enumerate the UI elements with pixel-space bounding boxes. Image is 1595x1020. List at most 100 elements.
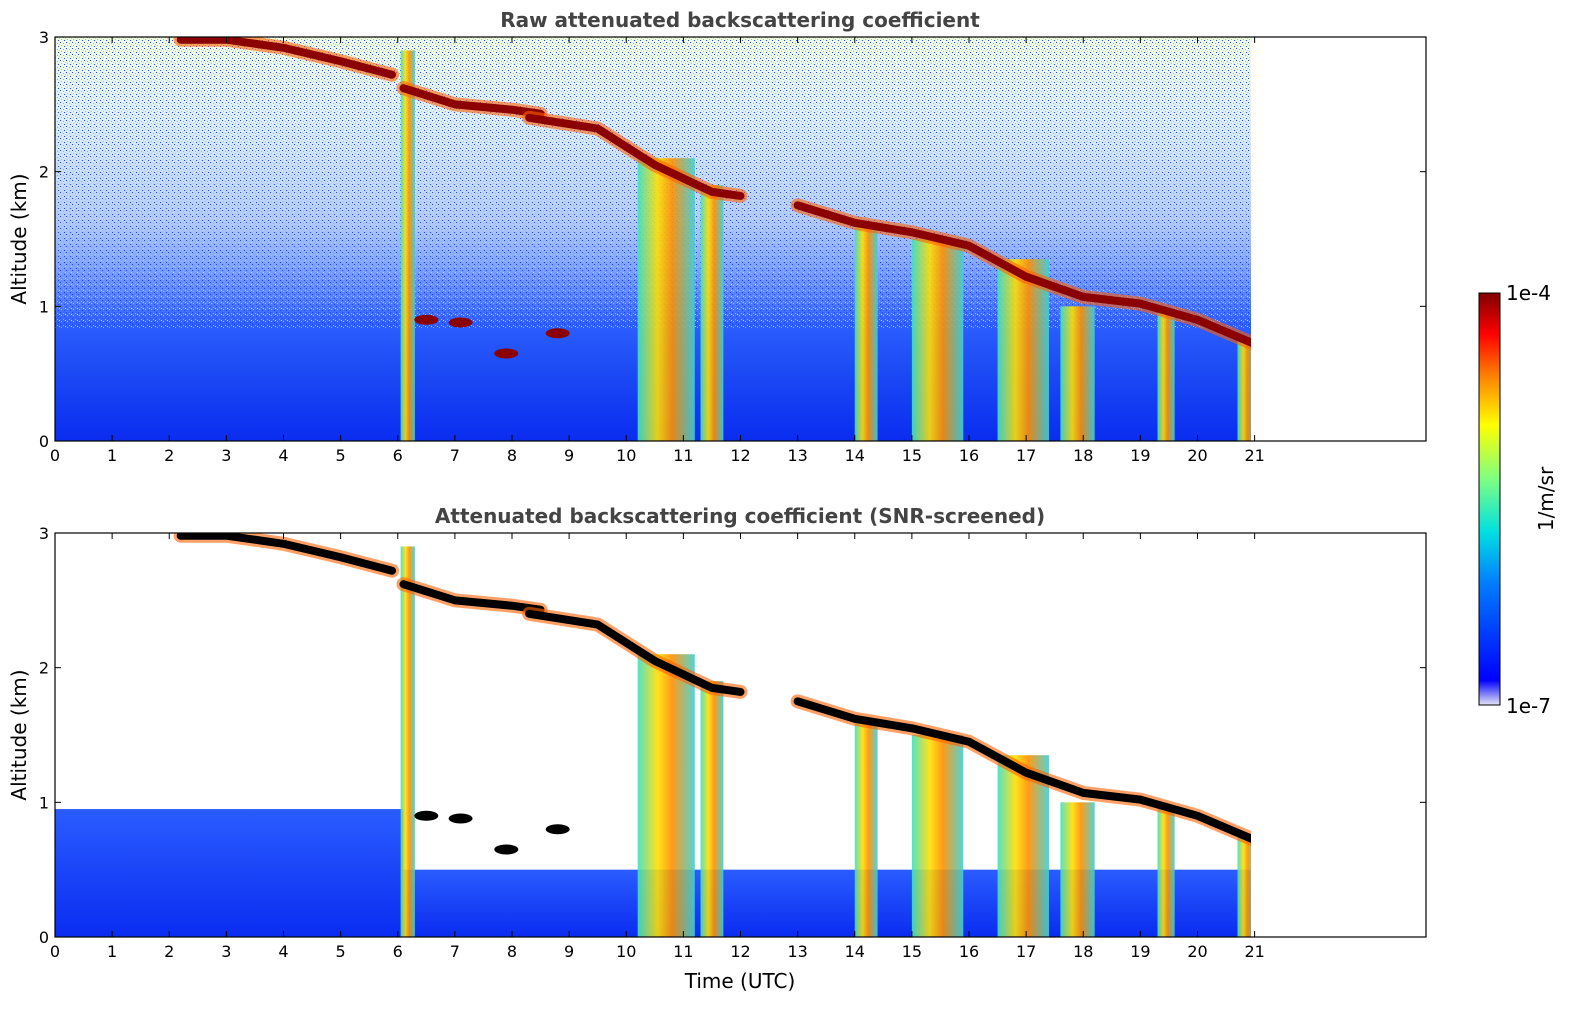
x-tick-label: 4 bbox=[278, 446, 288, 465]
x-tick-label: 0 bbox=[50, 446, 60, 465]
low-cloud-0 bbox=[414, 314, 439, 325]
x-tick-label: 20 bbox=[1187, 446, 1207, 465]
y-axis-label: Altitude (km) bbox=[7, 173, 31, 304]
x-tick-label: 9 bbox=[564, 446, 574, 465]
plot-area bbox=[55, 533, 1251, 937]
x-tick-label: 1 bbox=[107, 942, 117, 961]
y-tick-label: 1 bbox=[39, 793, 49, 812]
low-cloud-2 bbox=[494, 348, 519, 359]
x-tick-label: 16 bbox=[959, 446, 979, 465]
x-tick-label: 14 bbox=[845, 942, 865, 961]
x-tick-label: 12 bbox=[730, 446, 750, 465]
y-tick-label: 2 bbox=[39, 163, 49, 182]
y-axis-label: Altitude (km) bbox=[7, 669, 31, 800]
boundary-layer-field bbox=[403, 869, 1251, 937]
colorbar-min-label: 1e-7 bbox=[1506, 694, 1551, 718]
low-cloud-2 bbox=[494, 844, 519, 855]
x-tick-label: 2 bbox=[164, 942, 174, 961]
colorbar-max-label: 1e-4 bbox=[1506, 281, 1551, 305]
raw-backscatter-panel: Raw attenuated backscattering coefficien… bbox=[7, 8, 1427, 465]
x-tick-label: 8 bbox=[507, 446, 517, 465]
x-tick-label: 14 bbox=[845, 446, 865, 465]
cloud-layer-3 bbox=[793, 201, 1251, 347]
x-tick-label: 5 bbox=[336, 446, 346, 465]
x-tick-label: 21 bbox=[1244, 942, 1264, 961]
cloud-layer-3 bbox=[793, 697, 1251, 843]
rain-shaft-0 bbox=[400, 546, 415, 937]
x-tick-label: 1 bbox=[107, 446, 117, 465]
x-tick-label: 10 bbox=[616, 446, 636, 465]
x-tick-label: 2 bbox=[164, 446, 174, 465]
rain-shaft-2 bbox=[700, 185, 724, 441]
x-tick-label: 9 bbox=[564, 942, 574, 961]
plot-area bbox=[55, 37, 1251, 441]
y-tick-label: 3 bbox=[39, 28, 49, 47]
cloud-layer-0 bbox=[176, 37, 397, 79]
rain-shaft-4 bbox=[911, 735, 964, 937]
panel-title: Raw attenuated backscattering coefficien… bbox=[500, 8, 980, 32]
x-tick-label: 7 bbox=[450, 446, 460, 465]
rain-shaft-8 bbox=[1237, 340, 1251, 441]
rain-shaft-6 bbox=[1060, 306, 1095, 441]
colorbar: 1e-4 1e-7 1/m/sr bbox=[1478, 281, 1558, 718]
x-axis-label: Time (UTC) bbox=[684, 969, 796, 993]
x-tick-label: 3 bbox=[221, 446, 231, 465]
x-tick-label: 20 bbox=[1187, 942, 1207, 961]
rain-shaft-8 bbox=[1237, 836, 1251, 937]
x-tick-label: 5 bbox=[336, 942, 346, 961]
x-tick-label: 17 bbox=[1016, 942, 1036, 961]
y-tick-label: 1 bbox=[39, 297, 49, 316]
low-cloud-3 bbox=[545, 824, 570, 835]
x-tick-label: 19 bbox=[1130, 446, 1150, 465]
low-cloud-1 bbox=[448, 813, 473, 824]
x-tick-label: 11 bbox=[673, 942, 693, 961]
rain-shaft-5 bbox=[997, 259, 1049, 441]
y-tick-label: 2 bbox=[39, 659, 49, 678]
rain-shaft-4 bbox=[911, 239, 964, 441]
colorbar-scale bbox=[1478, 292, 1501, 706]
x-axis-ticks: 0 1 2 3 4 5 6 7 8 9 10 11 12 13 14 15 16 17 18 19 20 21 bbox=[50, 37, 1265, 465]
y-tick-label: 3 bbox=[39, 524, 49, 543]
rain-shaft-2 bbox=[700, 681, 724, 937]
rain-shaft-3 bbox=[854, 721, 878, 937]
x-tick-label: 19 bbox=[1130, 942, 1150, 961]
low-cloud-3 bbox=[545, 328, 570, 339]
y-axis-ticks: 0 1 2 3 bbox=[39, 524, 1426, 947]
rain-shaft-7 bbox=[1157, 809, 1175, 937]
x-tick-label: 7 bbox=[450, 942, 460, 961]
colorbar-unit-label: 1/m/sr bbox=[1534, 466, 1558, 531]
rain-shaft-1 bbox=[637, 654, 695, 937]
y-axis-ticks: 0 1 2 3 bbox=[39, 28, 1426, 451]
x-tick-label: 16 bbox=[959, 942, 979, 961]
x-tick-label: 18 bbox=[1073, 942, 1093, 961]
x-tick-label: 21 bbox=[1244, 446, 1264, 465]
y-tick-label: 0 bbox=[39, 432, 49, 451]
x-tick-label: 4 bbox=[278, 942, 288, 961]
x-tick-label: 17 bbox=[1016, 446, 1036, 465]
cloud-layer-2 bbox=[525, 609, 745, 696]
panel-title: Attenuated backscattering coefficient (S… bbox=[435, 504, 1045, 528]
x-tick-label: 6 bbox=[393, 942, 403, 961]
x-tick-label: 15 bbox=[902, 446, 922, 465]
rain-shaft-0 bbox=[400, 50, 415, 441]
low-cloud-0 bbox=[414, 810, 439, 821]
rain-shaft-6 bbox=[1060, 802, 1095, 937]
x-tick-label: 12 bbox=[730, 942, 750, 961]
rain-shaft-7 bbox=[1157, 313, 1175, 441]
rain-shaft-5 bbox=[997, 755, 1049, 937]
x-tick-label: 0 bbox=[50, 942, 60, 961]
rain-shaft-3 bbox=[854, 225, 878, 441]
snr-screened-backscatter-panel: Attenuated backscattering coefficient (S… bbox=[7, 504, 1427, 993]
x-tick-label: 11 bbox=[673, 446, 693, 465]
rain-shaft-1 bbox=[637, 158, 695, 441]
x-tick-label: 6 bbox=[393, 446, 403, 465]
x-tick-label: 18 bbox=[1073, 446, 1093, 465]
x-tick-label: 8 bbox=[507, 942, 517, 961]
x-tick-label: 13 bbox=[787, 446, 807, 465]
low-cloud-1 bbox=[448, 317, 473, 328]
cloud-layer-0 bbox=[176, 533, 397, 575]
x-tick-label: 10 bbox=[616, 942, 636, 961]
cloud-layer-2 bbox=[525, 113, 745, 200]
x-tick-label: 15 bbox=[902, 942, 922, 961]
